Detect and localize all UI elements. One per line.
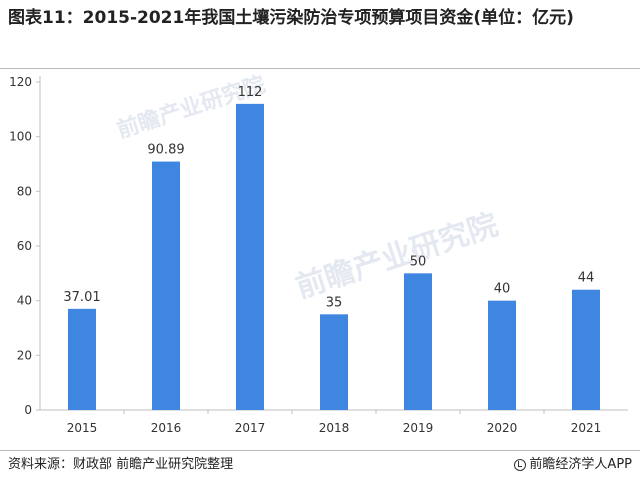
x-tick-label-2017: 2017 xyxy=(235,421,266,435)
y-tick-label: 0 xyxy=(24,403,32,417)
bar-2019 xyxy=(404,273,432,410)
logo-icon xyxy=(514,459,527,471)
brand: 前瞻经济学人APP xyxy=(514,456,632,474)
x-tick-label-2015: 2015 xyxy=(67,421,98,435)
svg-text:前瞻产业研究院: 前瞻产业研究院 xyxy=(292,207,503,305)
bar-2018 xyxy=(320,314,348,410)
bar-2021 xyxy=(572,289,600,410)
y-tick-label: 60 xyxy=(17,239,32,253)
bottom-divider xyxy=(0,450,640,451)
bar-2015 xyxy=(68,308,96,410)
bar-2020 xyxy=(488,300,516,410)
data-label-2015: 37.01 xyxy=(63,290,100,305)
y-tick-label: 120 xyxy=(9,75,32,89)
data-label-2018: 35 xyxy=(326,295,343,310)
data-label-2020: 40 xyxy=(494,282,511,297)
bar-2016 xyxy=(152,161,180,410)
bar-2017 xyxy=(236,103,264,410)
data-label-2016: 90.89 xyxy=(147,143,184,158)
x-tick-label-2016: 2016 xyxy=(151,421,182,435)
top-divider xyxy=(0,68,640,69)
x-tick-label-2018: 2018 xyxy=(319,421,350,435)
y-tick-label: 20 xyxy=(17,348,32,362)
y-tick-label: 40 xyxy=(17,294,32,308)
data-label-2019: 50 xyxy=(410,254,427,269)
source-note: 资料来源：财政部 前瞻产业研究院整理 xyxy=(8,457,234,472)
x-tick-label-2019: 2019 xyxy=(403,421,434,435)
y-tick-label: 80 xyxy=(17,184,32,198)
x-tick-label-2021: 2021 xyxy=(571,421,602,435)
y-tick-label: 100 xyxy=(9,130,32,144)
data-label-2021: 44 xyxy=(578,271,595,286)
page-title: 图表11：2015-2021年我国土壤污染防治专项预算项目资金(单位：亿元) xyxy=(8,8,574,28)
x-tick-label-2020: 2020 xyxy=(487,421,518,435)
brand-label: 前瞻经济学人APP xyxy=(529,457,632,472)
data-label-2017: 112 xyxy=(238,85,263,100)
